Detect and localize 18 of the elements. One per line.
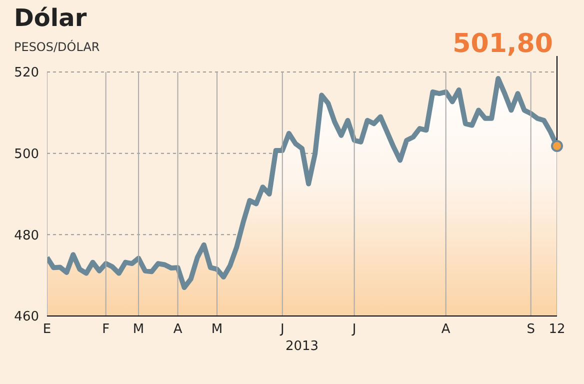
x-tick-label: J <box>279 322 284 338</box>
y-tick-label: 520 <box>14 66 39 81</box>
x-tick-label: M <box>132 322 144 338</box>
y-tick-label: 460 <box>14 310 39 325</box>
y-tick-label: 500 <box>14 146 39 162</box>
x-tick-label: S <box>526 322 535 338</box>
x-tick-label: 12 <box>548 322 566 338</box>
x-tick-label: E <box>42 322 52 338</box>
y-tick-label: 480 <box>14 228 39 244</box>
x-axis-title: 2013 <box>285 339 319 354</box>
x-tick-label: M <box>211 322 223 338</box>
chart-title: Dólar <box>14 4 87 32</box>
annotation: 501,80 <box>452 29 553 59</box>
x-tick-label: A <box>441 322 450 338</box>
chart-subtitle: PESOS/DÓLAR <box>14 40 100 54</box>
x-tick-label: J <box>351 322 356 338</box>
x-tick-label: F <box>102 322 110 338</box>
x-tick-label: A <box>173 322 182 338</box>
